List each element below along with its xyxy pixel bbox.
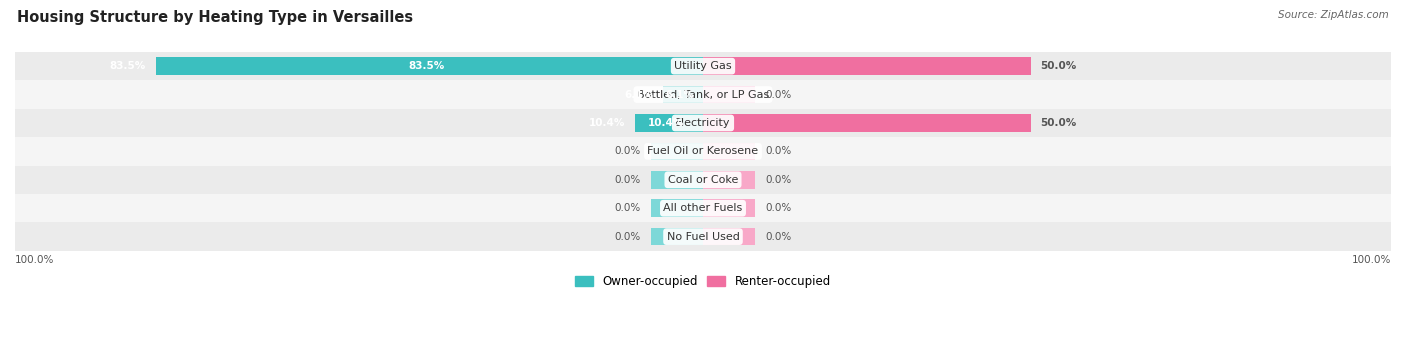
Text: 50.0%: 50.0% <box>1040 118 1077 128</box>
Text: Fuel Oil or Kerosene: Fuel Oil or Kerosene <box>647 146 759 157</box>
Text: 0.0%: 0.0% <box>765 203 792 213</box>
Text: 6.1%: 6.1% <box>624 90 654 100</box>
Text: All other Fuels: All other Fuels <box>664 203 742 213</box>
Bar <box>703 228 755 246</box>
Text: Utility Gas: Utility Gas <box>675 61 731 71</box>
Text: Coal or Coke: Coal or Coke <box>668 175 738 185</box>
Text: Electricity: Electricity <box>675 118 731 128</box>
Bar <box>703 143 755 160</box>
Bar <box>651 228 703 246</box>
Bar <box>15 137 1391 166</box>
Text: 0.0%: 0.0% <box>614 203 641 213</box>
Text: Source: ZipAtlas.com: Source: ZipAtlas.com <box>1278 10 1389 20</box>
Text: 0.0%: 0.0% <box>614 232 641 242</box>
Bar <box>15 166 1391 194</box>
Bar <box>15 222 1391 251</box>
Bar <box>703 199 755 217</box>
Legend: Owner-occupied, Renter-occupied: Owner-occupied, Renter-occupied <box>571 270 835 293</box>
Bar <box>15 109 1391 137</box>
Bar <box>703 57 1031 75</box>
Bar <box>651 143 703 160</box>
Text: 0.0%: 0.0% <box>765 90 792 100</box>
Bar <box>15 194 1391 222</box>
Text: 0.0%: 0.0% <box>614 175 641 185</box>
Bar <box>703 171 755 189</box>
Bar <box>703 86 755 103</box>
Text: 10.4%: 10.4% <box>648 118 683 128</box>
Text: 0.0%: 0.0% <box>765 146 792 157</box>
Bar <box>703 114 1031 132</box>
Text: Bottled, Tank, or LP Gas: Bottled, Tank, or LP Gas <box>637 90 769 100</box>
Bar <box>651 199 703 217</box>
Text: 0.0%: 0.0% <box>614 146 641 157</box>
Text: 0.0%: 0.0% <box>765 175 792 185</box>
Text: 100.0%: 100.0% <box>1351 255 1391 265</box>
Text: 100.0%: 100.0% <box>15 255 55 265</box>
Text: Housing Structure by Heating Type in Versailles: Housing Structure by Heating Type in Ver… <box>17 10 413 25</box>
Bar <box>15 80 1391 109</box>
Bar <box>636 114 703 132</box>
Bar <box>664 86 703 103</box>
Bar <box>651 171 703 189</box>
Text: 50.0%: 50.0% <box>1040 61 1077 71</box>
Bar <box>156 57 703 75</box>
Bar <box>15 52 1391 80</box>
Text: 6.1%: 6.1% <box>665 90 695 100</box>
Text: No Fuel Used: No Fuel Used <box>666 232 740 242</box>
Text: 83.5%: 83.5% <box>408 61 444 71</box>
Text: 10.4%: 10.4% <box>589 118 626 128</box>
Text: 83.5%: 83.5% <box>110 61 146 71</box>
Text: 0.0%: 0.0% <box>765 232 792 242</box>
